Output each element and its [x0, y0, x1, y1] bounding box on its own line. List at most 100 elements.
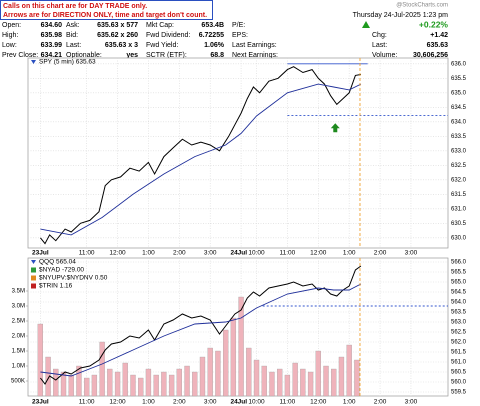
volume-bar [122, 362, 128, 397]
x-tick-label: 24Jul [230, 250, 247, 257]
x-tick-label: 12:00 [109, 250, 126, 257]
y-tick-label: 630.5 [451, 221, 467, 227]
volume-bar [37, 323, 44, 397]
y-tick-label: 635.5 [451, 76, 467, 82]
y2-tick-label: 3.0M [12, 304, 25, 310]
quote-value: 635.63 x 577 [97, 22, 138, 29]
x-tick-label: 12:00 [310, 399, 327, 406]
volume-bar [346, 344, 352, 397]
y2-tick-label: 500K [11, 379, 25, 385]
volume-bar [315, 350, 321, 397]
volume-bar [215, 350, 221, 397]
quote-label: Mkt Cap: [146, 22, 174, 29]
quote-label: Last Earnings: [232, 42, 277, 49]
y-tick-label: 634.5 [451, 105, 467, 111]
y-tick-label: 631.5 [451, 192, 467, 198]
quote-label: Next Earnings: [232, 52, 278, 59]
summary-value: +0.22% [419, 19, 449, 29]
volume-bar [269, 371, 275, 397]
volume-bar [199, 356, 206, 397]
summary-value: 635.63 [427, 42, 449, 49]
plot-area [27, 257, 449, 397]
y2-tick-label: 1.5M [12, 349, 25, 355]
datetime: Thursday 24-Jul-2025 1:23 pm [353, 12, 448, 19]
price-line [40, 83, 362, 236]
y-tick-label: 560.5 [451, 370, 467, 376]
quote-label: Optionable: [66, 52, 102, 59]
x-tick-label: 1:00 [142, 399, 155, 406]
y-tick-label: 561.5 [451, 350, 467, 356]
volume-bar [91, 374, 98, 397]
y-tick-label: 561.0 [451, 360, 467, 366]
volume-bar [184, 365, 190, 397]
summary-value: +1.42 [430, 32, 448, 39]
y-tick-label: 562.0 [451, 340, 467, 346]
legend-icon [31, 260, 36, 264]
watermark: @StockCharts.com [396, 3, 448, 9]
quote-value: 68.8 [210, 52, 224, 59]
x-tick-label: 1:00 [343, 250, 356, 257]
y-tick-label: 563.0 [451, 320, 467, 326]
y-tick-label: 565.0 [451, 280, 467, 286]
volume-bar [338, 356, 345, 397]
y-tick-label: 633.0 [451, 148, 467, 154]
summary-label: Chg: [372, 32, 387, 39]
y-tick-label: 634.0 [451, 119, 467, 125]
y-tick-label: 564.0 [451, 300, 467, 306]
x-tick-label: 3:00 [204, 399, 217, 406]
x-tick-label: 1:00 [142, 250, 155, 257]
quote-label: Low: [2, 42, 17, 49]
quote-value: 635.98 [41, 32, 63, 39]
y-tick-label: 632.0 [451, 177, 467, 183]
x-tick-label: 2:00 [173, 399, 186, 406]
summary-label: Last: [372, 42, 387, 49]
x-tick-label: 12:00 [310, 250, 327, 257]
quote-label: EPS: [232, 32, 248, 39]
x-tick-label: 23Jul [32, 399, 49, 406]
y2-tick-label: 2.0M [12, 334, 25, 340]
legend-swatch [31, 267, 36, 273]
volume-bar [222, 329, 229, 397]
volume-bar [230, 317, 237, 397]
quote-label: SCTR (ETF): [146, 52, 187, 59]
price-line [40, 283, 362, 377]
plot-area [27, 57, 449, 249]
y-tick-label: 560.0 [451, 380, 467, 386]
volume-bar [238, 296, 244, 397]
volume-bar [207, 347, 213, 397]
x-tick-label: 12:00 [109, 399, 126, 406]
volume-bar [300, 368, 306, 397]
note-box [0, 0, 213, 20]
price-line [40, 265, 362, 385]
y2-tick-label: 1.0M [12, 364, 25, 370]
volume-bar [168, 374, 175, 397]
volume-bar [84, 377, 90, 397]
volume-bar [107, 368, 113, 397]
y-tick-label: 635.0 [451, 90, 467, 96]
x-tick-label: 10:00 [248, 399, 265, 406]
legend-label: QQQ 565.04 [39, 259, 76, 266]
charts: 630.0 630.5 631.0 631.5 632.0 632.5 633.0 633.5… [11, 57, 467, 406]
quote-label: Ask: [66, 22, 80, 29]
x-tick-label: 2:00 [173, 250, 186, 257]
price-line [40, 66, 361, 245]
legend-swatch [31, 275, 36, 281]
quote-label: Prev Close: [2, 52, 38, 59]
quote-value: 635.63 x 3 [105, 42, 138, 49]
direction-arrow [330, 123, 340, 133]
volume-bar [68, 374, 74, 397]
y-tick-label: 630.0 [451, 235, 467, 241]
quote-value: 633.99 [41, 42, 63, 49]
x-tick-label: 11:00 [79, 250, 95, 257]
quote-value: 635.62 x 260 [97, 32, 138, 39]
quote-value: 634.21 [41, 52, 63, 59]
volume-bar [145, 368, 152, 397]
legend-label: $NYUPV:$NYDNV 0.50 [39, 275, 108, 282]
y-tick-label: 565.5 [451, 270, 467, 276]
quote-label: P/E: [232, 22, 245, 29]
volume-bar [261, 365, 267, 397]
quote-value: 6.72255 [199, 32, 224, 39]
x-tick-label: 2:00 [374, 399, 387, 406]
y2-tick-label: 3.5M [12, 289, 25, 295]
quote-value: yes [126, 52, 138, 59]
